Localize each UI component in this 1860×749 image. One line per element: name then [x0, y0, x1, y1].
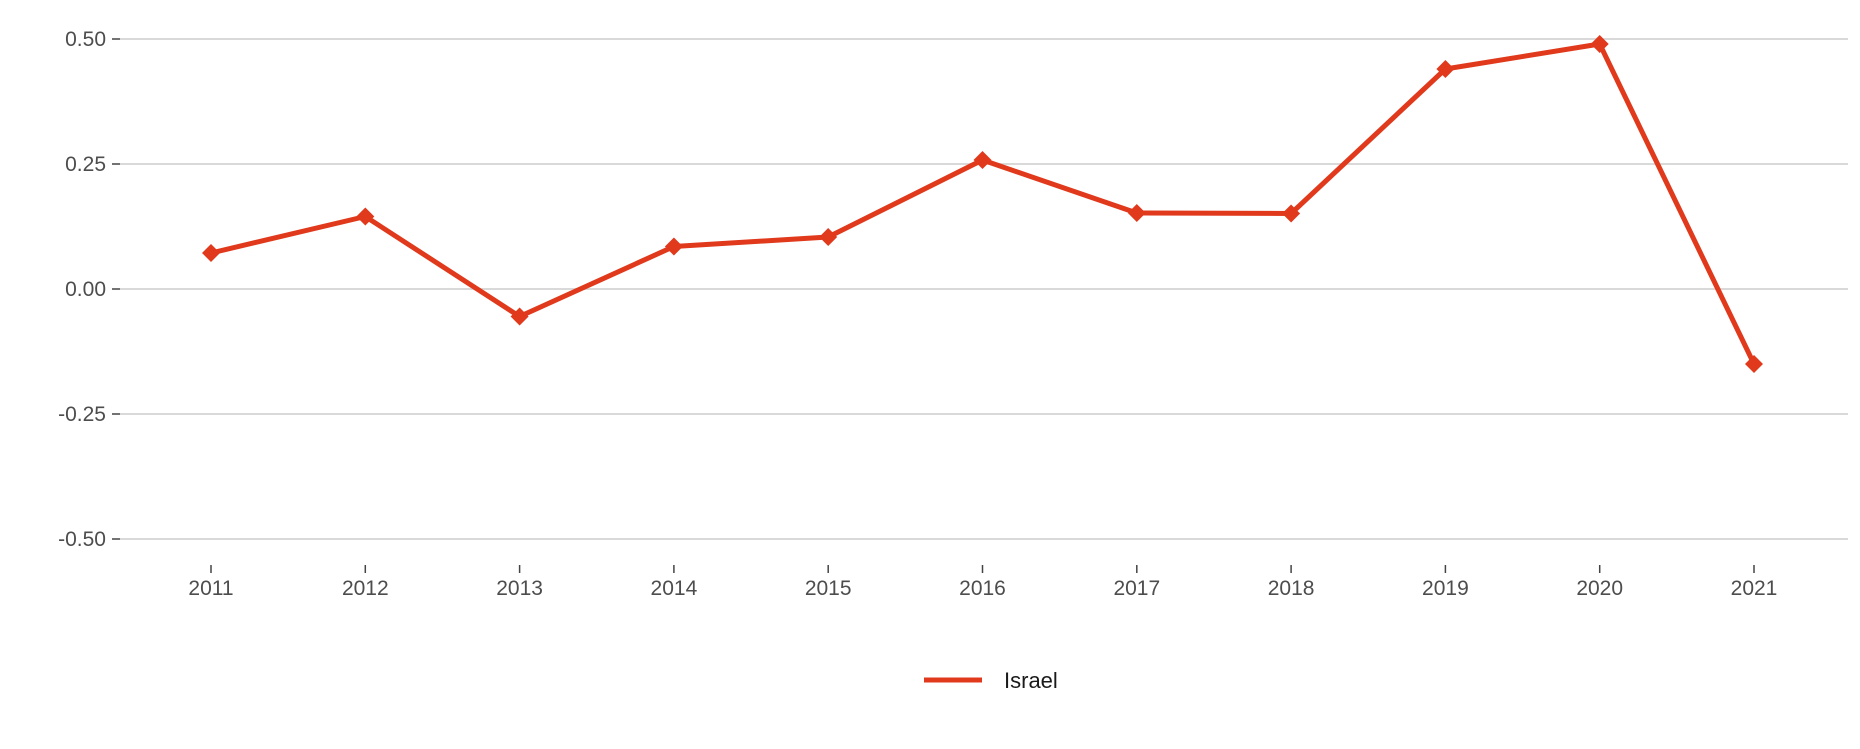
x-tick-label: 2018 [1268, 577, 1315, 600]
data-point-2011 [202, 244, 220, 262]
data-point-2012 [356, 207, 375, 226]
legend-label-israel: Israel [1004, 668, 1058, 693]
x-tick-label: 2021 [1731, 577, 1778, 600]
x-tick-label: 2017 [1113, 577, 1160, 600]
y-tick-label: -0.50 [58, 528, 106, 551]
data-point-2016 [973, 151, 992, 169]
x-tick-label: 2015 [805, 577, 852, 600]
data-point-2015 [819, 228, 838, 246]
y-tick-label: 0.00 [65, 278, 106, 301]
x-tick-label: 2020 [1576, 577, 1623, 600]
y-tick-label: -0.25 [58, 403, 106, 426]
data-point-2014 [664, 237, 683, 256]
data-point-2019 [1436, 60, 1455, 78]
data-point-2018 [1282, 204, 1301, 223]
x-tick-label: 2016 [959, 577, 1006, 600]
y-tick-label: 0.50 [65, 28, 106, 51]
x-axis: 2011 2012 2013 2014 2015 2016 2017 2018 2019 2020… [188, 565, 1777, 600]
data-point-2020 [1590, 35, 1609, 53]
x-tick-label: 2012 [342, 577, 389, 600]
x-tick-label: 2014 [651, 577, 698, 600]
data-point-2021 [1745, 355, 1763, 373]
data-point-2017 [1127, 204, 1146, 222]
y-axis: 0.50 0.25 0.00 -0.25 -0.50 [58, 28, 120, 551]
grid-layer [120, 38, 1848, 540]
x-tick-label: 2019 [1422, 577, 1469, 600]
x-tick-label: 2011 [188, 577, 233, 600]
series-line-israel [208, 41, 1757, 367]
data-point-2013 [510, 307, 529, 326]
y-tick-label: 0.25 [65, 153, 106, 176]
legend: Israel [924, 668, 1058, 693]
x-tick-label: 2013 [496, 577, 543, 600]
series-layer [202, 35, 1763, 373]
